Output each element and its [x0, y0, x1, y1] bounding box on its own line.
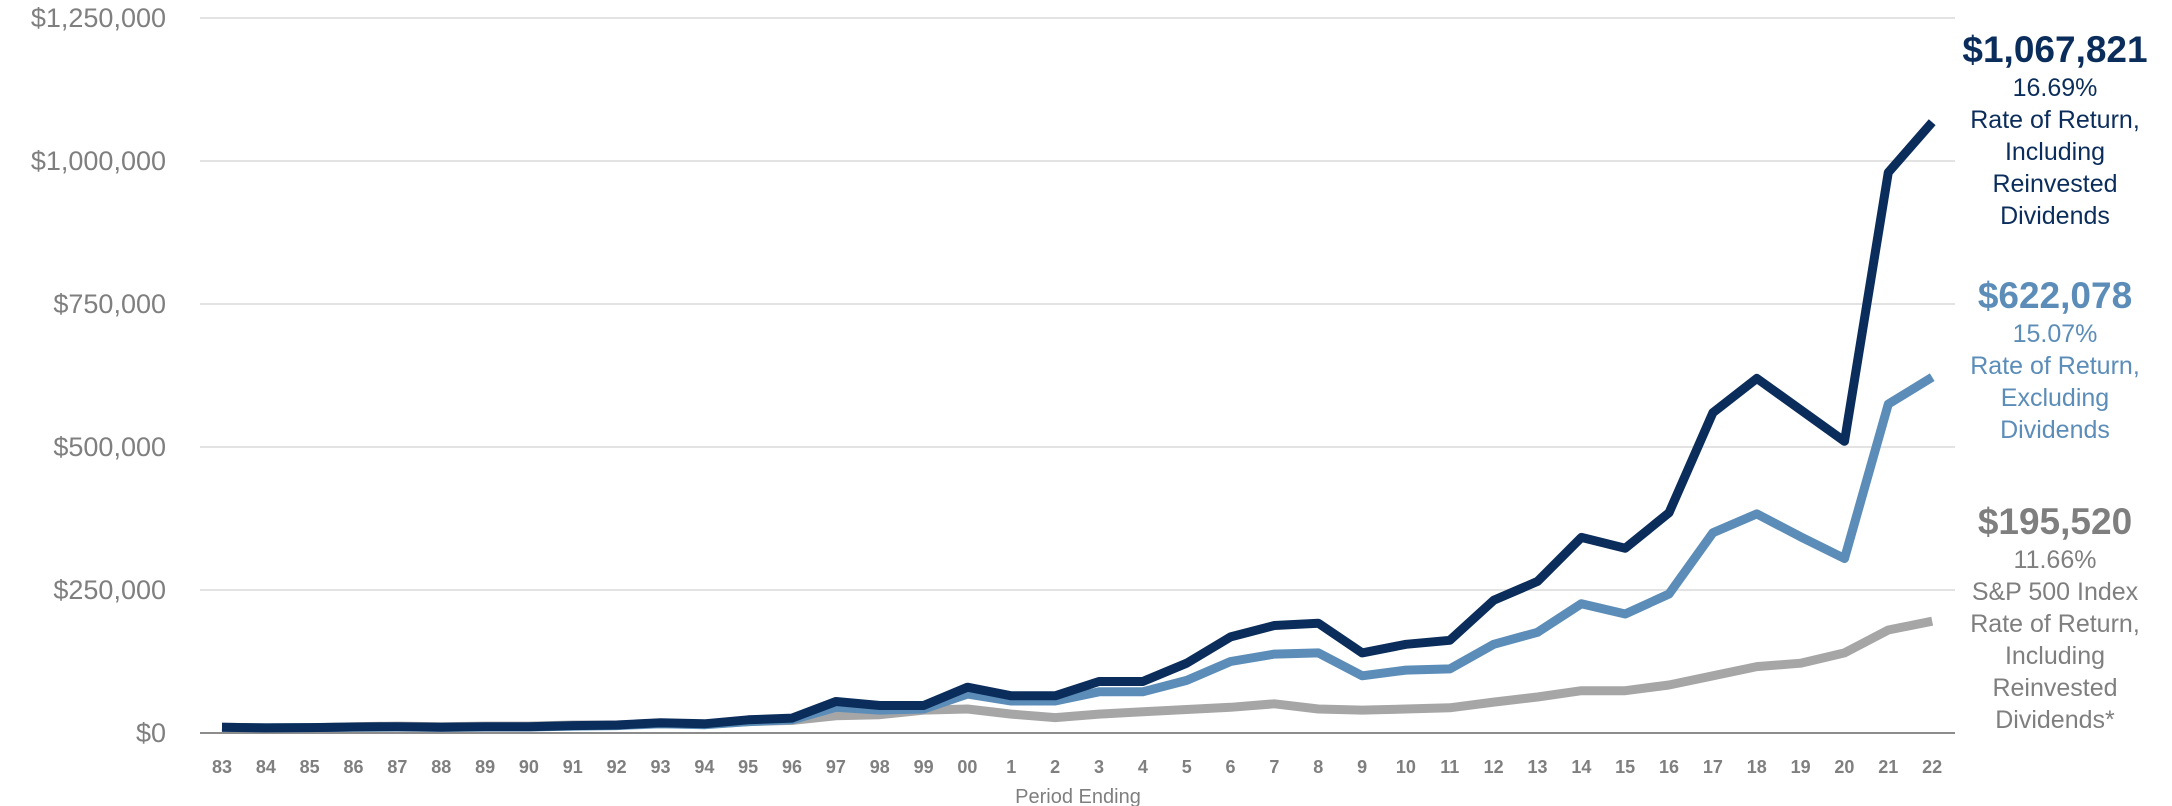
x-tick-label: 21 — [1878, 757, 1898, 777]
series-lines — [221, 119, 1936, 733]
x-tick-label: 96 — [782, 757, 802, 777]
y-tick-label: $1,000,000 — [31, 146, 166, 176]
legend-value: $622,078 — [1977, 275, 2133, 316]
legend-desc-line: Dividends — [2000, 202, 2110, 230]
x-tick-label: 17 — [1703, 757, 1723, 777]
x-tick-label: 19 — [1791, 757, 1811, 777]
x-tick-label: 83 — [212, 757, 232, 777]
legend-value: $195,520 — [1977, 501, 2133, 542]
series-line-excluding-dividends — [221, 373, 1935, 733]
x-tick-label: 88 — [431, 757, 451, 777]
series-line-including-dividends — [221, 119, 1936, 733]
x-tick-label: 1 — [1006, 757, 1016, 777]
x-tick-label: 11 — [1440, 757, 1459, 777]
x-tick-label: 15 — [1615, 757, 1635, 777]
x-tick-label: 20 — [1834, 757, 1854, 777]
x-tick-label: 22 — [1922, 757, 1942, 777]
x-tick-label: 87 — [387, 757, 407, 777]
legend-excluding-dividends: $622,078 15.07% Rate of Return, Excludin… — [1950, 274, 2160, 446]
x-tick-label: 90 — [519, 757, 539, 777]
x-tick-label: 18 — [1747, 757, 1767, 777]
x-tick-label: 97 — [826, 757, 846, 777]
legend-rate: 15.07% — [2012, 320, 2098, 348]
y-tick-label: $0 — [136, 718, 166, 748]
x-tick-label: 8 — [1313, 757, 1323, 777]
x-tick-label: 93 — [650, 757, 670, 777]
x-tick-label: 84 — [256, 757, 276, 777]
x-tick-label: 94 — [694, 757, 714, 777]
x-tick-label: 10 — [1396, 757, 1416, 777]
legend-desc-line: Reinvested — [1992, 674, 2118, 702]
legend-sp500: $195,520 11.66% S&P 500 Index Rate of Re… — [1950, 500, 2160, 736]
legend-desc-line: S&P 500 Index — [1971, 578, 2139, 606]
y-axis: $0 $250,000 $500,000 $750,000 $1,000,000 $1,2… — [31, 3, 166, 748]
x-tick-label: 92 — [607, 757, 627, 777]
x-axis: 83 84 85 86 87 88 89 90 91 92 93 94 95 96 97 98 99 00 1 2 3 4… — [212, 757, 1942, 777]
y-tick-label: $250,000 — [53, 575, 166, 605]
y-tick-label: $750,000 — [53, 289, 166, 319]
legend-including-dividends: $1,067,821 16.69% Rate of Return, Includ… — [1950, 28, 2160, 232]
x-tick-label: 86 — [344, 757, 364, 777]
x-tick-label: 7 — [1269, 757, 1279, 777]
x-tick-label: 89 — [475, 757, 495, 777]
x-tick-label: 99 — [914, 757, 934, 777]
legend-desc-line: Including — [2004, 642, 2106, 670]
legend-desc-line: Including — [2004, 138, 2106, 166]
x-axis-label: Period Ending — [1015, 786, 1141, 806]
x-tick-label: 9 — [1357, 757, 1367, 777]
x-tick-label: 4 — [1138, 757, 1148, 777]
y-tick-label: $500,000 — [53, 432, 166, 462]
legend-desc-line: Rate of Return, — [1970, 352, 2140, 380]
x-tick-label: 5 — [1182, 757, 1192, 777]
y-tick-label: $1,250,000 — [31, 3, 166, 33]
x-tick-label: 6 — [1226, 757, 1236, 777]
legend-value: $1,067,821 — [1962, 29, 2148, 70]
x-tick-label: 12 — [1484, 757, 1504, 777]
legend-rate: 11.66% — [2013, 546, 2097, 574]
x-tick-label: 14 — [1571, 757, 1591, 777]
legend-desc-line: Dividends* — [1995, 706, 2115, 734]
series-line-sp500 — [221, 616, 1934, 733]
x-tick-label: 98 — [870, 757, 890, 777]
x-tick-label: 13 — [1527, 757, 1547, 777]
gridlines — [200, 17, 1955, 734]
x-tick-label: 95 — [738, 757, 758, 777]
legend-desc-line: Rate of Return, — [1970, 610, 2140, 638]
x-tick-label: 3 — [1094, 757, 1104, 777]
legend-desc-line: Dividends — [2000, 416, 2110, 444]
x-tick-label: 85 — [300, 757, 320, 777]
x-tick-label: 2 — [1050, 757, 1060, 777]
legend-rate: 16.69% — [2012, 74, 2098, 102]
legend-desc-line: Excluding — [2000, 384, 2110, 412]
x-tick-label: 91 — [563, 757, 583, 777]
x-tick-label: 00 — [957, 757, 977, 777]
legend-desc-line: Reinvested — [1992, 170, 2118, 198]
legend-desc-line: Rate of Return, — [1970, 106, 2140, 134]
x-tick-label: 16 — [1659, 757, 1679, 777]
